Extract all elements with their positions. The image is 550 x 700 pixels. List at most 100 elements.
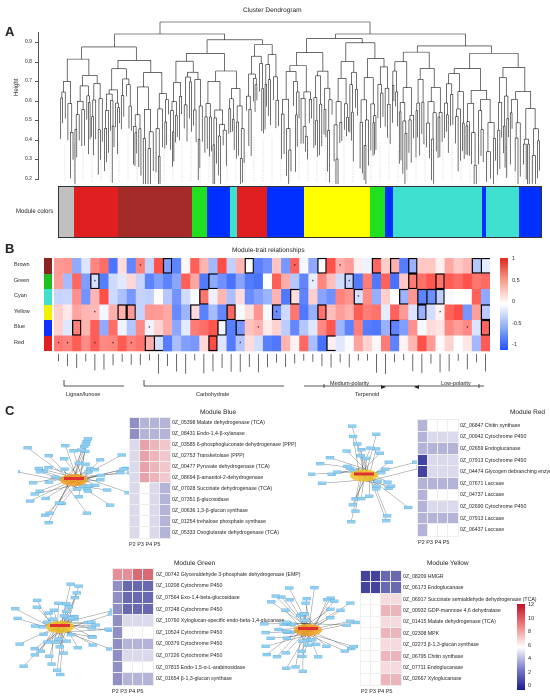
trait-cell bbox=[235, 258, 246, 274]
trait-cell bbox=[471, 273, 482, 290]
network-node bbox=[282, 620, 291, 624]
heatmap-cell bbox=[139, 526, 151, 540]
heatmap-cell bbox=[417, 511, 429, 526]
heatmap-cell bbox=[447, 419, 459, 433]
trait-cell bbox=[63, 320, 73, 336]
heatmap-cell bbox=[122, 591, 134, 606]
heatmap-cell bbox=[112, 568, 124, 582]
trait-significance-mark: * bbox=[357, 295, 359, 301]
network-node bbox=[41, 496, 50, 501]
trait-significance-mark: * bbox=[257, 326, 259, 332]
heatmap-cell bbox=[417, 488, 429, 503]
trait-cell bbox=[326, 273, 336, 290]
network-node bbox=[330, 599, 339, 603]
trait-cell bbox=[344, 304, 355, 321]
network-node bbox=[375, 451, 384, 455]
heatmap-cell bbox=[129, 449, 141, 463]
trait-cell bbox=[108, 273, 118, 290]
network-node bbox=[116, 470, 125, 475]
trait-cell bbox=[163, 258, 173, 274]
trait-cell bbox=[135, 320, 146, 336]
network-node bbox=[274, 627, 283, 632]
network-node bbox=[272, 654, 282, 659]
trait-significance-mark: * bbox=[94, 279, 96, 285]
network-node bbox=[83, 437, 93, 441]
heatmap-cell bbox=[370, 661, 382, 675]
trait-cell bbox=[462, 258, 473, 274]
heatmap-cell bbox=[149, 504, 161, 518]
gene-label: 0Z_07913 Laccase bbox=[460, 515, 505, 522]
trait-cell bbox=[299, 320, 309, 336]
network-node bbox=[325, 456, 335, 460]
network-node bbox=[52, 668, 62, 672]
network-node bbox=[59, 651, 68, 655]
heatmap-cell bbox=[447, 488, 459, 503]
trait-cell bbox=[181, 258, 191, 274]
group-carbohydrate: Carbohydrate bbox=[196, 392, 230, 398]
trait-cell bbox=[244, 258, 255, 274]
module-label: Brown bbox=[14, 262, 30, 268]
trait-cell bbox=[172, 335, 182, 352]
trait-cell-outline bbox=[408, 273, 418, 290]
trait-cell bbox=[153, 258, 164, 274]
heatmap-cell bbox=[437, 442, 449, 457]
heatmap-green bbox=[112, 568, 154, 687]
trait-cell bbox=[390, 335, 400, 352]
trait-cell bbox=[371, 258, 382, 274]
network-node bbox=[362, 456, 371, 461]
trait-cell bbox=[108, 289, 118, 305]
gene-label: 0Z_02753 Transketolase (PPP) bbox=[172, 453, 245, 460]
gene-label: 0Z_06437 Laccase bbox=[460, 527, 505, 534]
heatmap-cell bbox=[112, 579, 124, 594]
xlabels-yellow: P2 P3 P4 P5 bbox=[361, 689, 393, 695]
network-node bbox=[87, 626, 96, 630]
module-color-segment bbox=[229, 187, 237, 237]
trait-cell bbox=[163, 304, 173, 321]
network-node bbox=[316, 462, 325, 466]
heatmap-cell bbox=[380, 649, 392, 664]
trait-cell bbox=[253, 289, 264, 305]
network-node bbox=[69, 449, 78, 453]
trait-cell bbox=[353, 335, 364, 352]
gene-label: 0Z_01415 Malate dehydrogenase (TCA) bbox=[403, 619, 496, 626]
trait-cell bbox=[290, 335, 300, 352]
heatmap-cell bbox=[139, 460, 151, 474]
trait-cell bbox=[54, 320, 64, 336]
gene-label: 0Z_04474 Glycogen debranching enzyme bbox=[460, 469, 550, 476]
trait-cell bbox=[126, 335, 137, 352]
heatmap-cell bbox=[447, 477, 459, 491]
trait-title: Module-trait relationships bbox=[232, 247, 305, 254]
ytick bbox=[35, 61, 38, 63]
network-node bbox=[95, 458, 105, 462]
heatmap-cell bbox=[447, 442, 459, 457]
trait-cell bbox=[199, 289, 209, 305]
expression-colorbar bbox=[517, 604, 525, 690]
heatmap-cell bbox=[159, 471, 171, 485]
network-node bbox=[30, 646, 39, 651]
trait-scale-tick: -0.5 bbox=[512, 320, 522, 327]
trait-cell bbox=[344, 335, 355, 352]
network-node bbox=[348, 503, 358, 507]
trait-cell bbox=[54, 273, 64, 290]
network-node bbox=[282, 629, 291, 634]
trait-cell bbox=[462, 320, 473, 336]
network-node bbox=[106, 503, 115, 507]
trait-cell bbox=[480, 273, 490, 290]
dendrogram-yaxis bbox=[38, 32, 39, 180]
network-node bbox=[66, 582, 75, 586]
trait-cell bbox=[408, 320, 418, 336]
trait-cell-outline bbox=[226, 304, 236, 321]
heatmap-cell bbox=[132, 626, 144, 640]
network-node bbox=[326, 607, 335, 611]
heatmap-cell bbox=[390, 661, 402, 675]
network-blue bbox=[18, 437, 130, 525]
trait-cell bbox=[362, 273, 373, 290]
trait-cell bbox=[208, 335, 218, 352]
trait-cell bbox=[108, 335, 118, 352]
trait-cell bbox=[72, 335, 82, 352]
ytick bbox=[35, 120, 38, 121]
group-medium-polarity: Medium-polarity bbox=[330, 381, 370, 387]
network-node bbox=[73, 487, 82, 491]
network-node bbox=[96, 473, 106, 478]
trait-cell bbox=[426, 289, 436, 305]
